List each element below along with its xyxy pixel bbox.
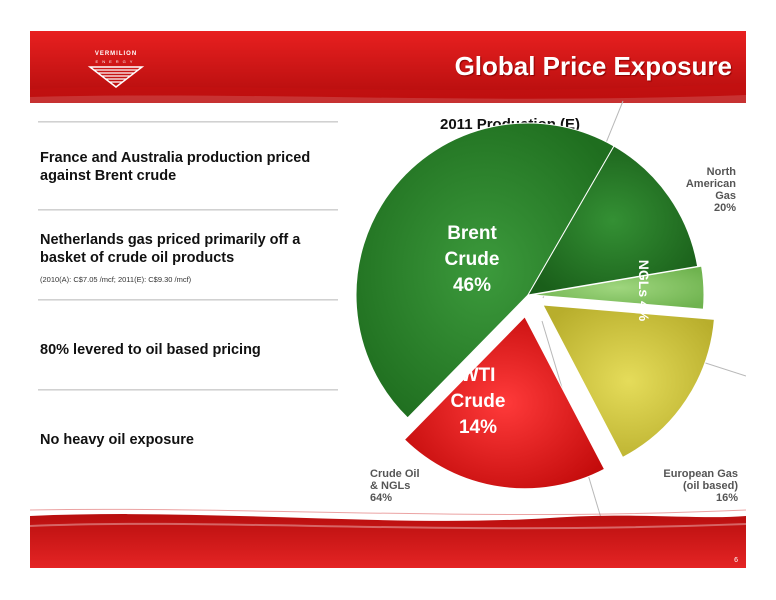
outer-label-line: Crude Oil [370, 468, 420, 480]
outer-label-line: & NGLs [370, 480, 411, 492]
pie-label-brent-line2: Crude [445, 249, 500, 270]
divider [38, 299, 338, 301]
divider [38, 389, 338, 391]
outer-label-line: North [706, 166, 736, 178]
pie-slice-european-gas [542, 304, 715, 459]
pie-label-wti-value: 14% [459, 417, 497, 438]
bullet-oil-levered: 80% levered to oil based pricing [40, 342, 261, 358]
page-title: Global Price Exposure [454, 51, 732, 81]
outer-label-line: American [685, 178, 736, 190]
logo-sub: ENERGY [95, 59, 137, 64]
outer-label-european-gas: European Gas (oil based) 16% [663, 468, 738, 504]
pie-slice-ngls [531, 265, 705, 310]
divider [38, 209, 338, 211]
logo-chevron-icon [87, 66, 145, 88]
gas-price-note: (2010(A): C$7.05 /mcf; 2011(E): C$9.30 /… [40, 275, 192, 284]
outer-label-line: European Gas [663, 468, 738, 480]
outer-label-north-american-gas: North American Gas 20% [686, 166, 736, 214]
pie-slice-brent [355, 122, 615, 419]
pie-label-brent-line1: Brent [447, 223, 497, 244]
page-number: 6 [734, 557, 738, 564]
pie-label-wti-line2: Crude [451, 391, 506, 412]
slide: VERMILION ENERGY Global Price Exposure F… [30, 31, 746, 568]
footer-background [30, 508, 746, 568]
outer-label-line: (oil based) [682, 480, 738, 492]
pie-slice-north-american-gas [403, 315, 606, 490]
pie-label-ngls: NGLs 4% [636, 260, 652, 322]
pie-label-wti-line1: WTI [461, 365, 496, 386]
header-background [30, 31, 746, 103]
vermilion-logo: VERMILION ENERGY [80, 51, 152, 93]
pie-slice-wti [527, 145, 699, 296]
outer-label-line: 20% [713, 202, 736, 214]
pie-chart: Brent Crude 46% WTI Crude 14% NGLs 4% [355, 100, 746, 568]
header-banner: VERMILION ENERGY Global Price Exposure [30, 31, 746, 103]
divider [38, 121, 338, 123]
bullet-heavy-oil: No heavy oil exposure [40, 432, 194, 448]
outer-label-line: 16% [715, 492, 738, 504]
outer-label-line: Gas [715, 190, 736, 202]
pie-label-brent-value: 46% [453, 275, 491, 296]
bullet-brent: France and Australia production priced a… [40, 150, 311, 184]
outer-label-line: 64% [370, 492, 393, 504]
logo-name: VERMILION [94, 51, 138, 57]
outer-label-crude: Crude Oil & NGLs 64% [370, 468, 420, 504]
bullet-netherlands: Netherlands gas priced primarily off a b… [40, 232, 301, 266]
footer-banner: 6 [30, 506, 746, 568]
